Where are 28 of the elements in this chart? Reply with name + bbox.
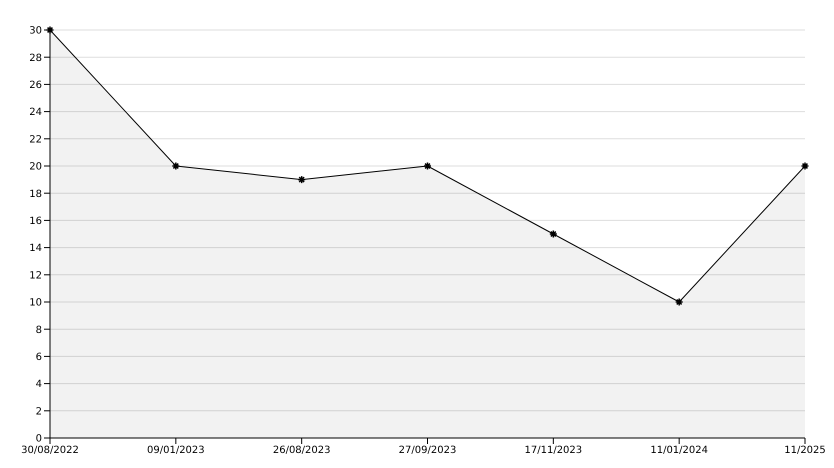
y-tick-label: 6: [36, 352, 42, 363]
y-tick-label: 10: [29, 298, 42, 309]
point: [549, 230, 558, 238]
point: [674, 298, 684, 306]
y-tick-label: 4: [36, 379, 42, 390]
x-tick-label: 30/08/2022: [21, 445, 79, 456]
y-tick-label: 12: [29, 270, 42, 282]
x-tick-label: 26/08/2023: [272, 445, 330, 456]
point: [423, 162, 432, 170]
x-tick-label: 11/2025: [784, 445, 826, 456]
y-tick-label: 20: [29, 162, 42, 173]
y-tick-label: 16: [29, 216, 42, 227]
x-tick-label: 09/01/2023: [147, 445, 205, 456]
point: [172, 162, 180, 170]
y-tick-label: 30: [29, 26, 42, 37]
y-tick-label: 0: [36, 434, 42, 445]
y-tick-label: 28: [29, 52, 42, 64]
x-tick-label: 17/11/2023: [524, 445, 582, 456]
y-tick-label: 2: [36, 406, 42, 418]
y-tick-label: 8: [36, 324, 42, 336]
x-tick-label: 27/09/2023: [398, 445, 456, 456]
y-tick-label: 24: [29, 107, 42, 118]
point: [297, 175, 306, 184]
y-tick-label: 18: [29, 188, 42, 200]
y-tick-label: 22: [29, 134, 42, 146]
y-tick-label: 26: [29, 80, 42, 91]
x-tick-label: 11/01/2024: [650, 445, 708, 456]
y-tick-label: 14: [29, 243, 42, 254]
